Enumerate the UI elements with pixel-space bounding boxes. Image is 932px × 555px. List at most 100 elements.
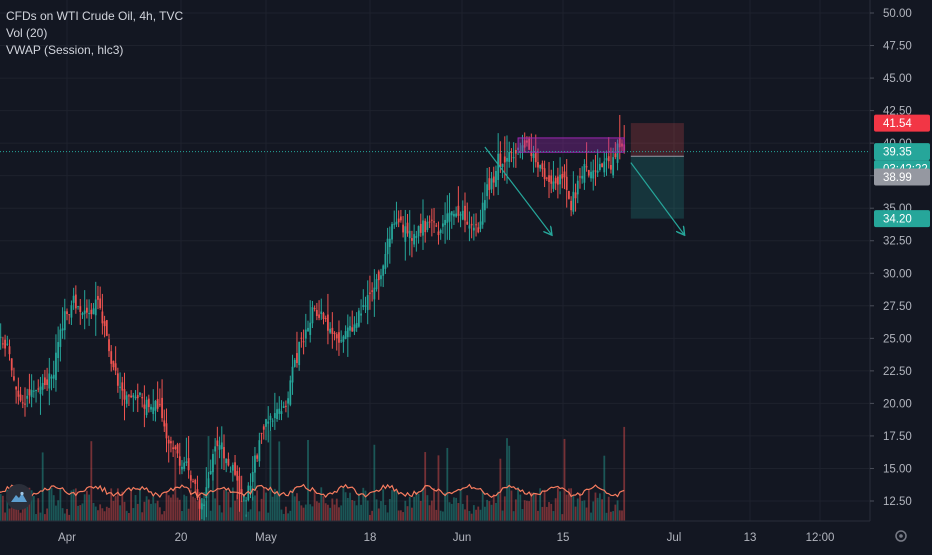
volume-bar — [565, 494, 568, 521]
volume-bar — [231, 487, 234, 521]
time-tick-label: 13 — [744, 532, 757, 544]
volume-bar — [594, 492, 597, 521]
candle-body — [340, 340, 343, 342]
volume-bar — [470, 513, 473, 521]
volume-bar — [240, 500, 243, 521]
volume-bar — [612, 511, 615, 521]
volume-bar — [37, 498, 40, 521]
candle-body — [183, 462, 186, 470]
candle-body — [534, 152, 537, 163]
volume-bar — [621, 510, 623, 521]
volume-bar — [475, 509, 477, 521]
take-profit-zone — [630, 156, 684, 219]
volume-bar — [92, 502, 95, 521]
candle-body — [35, 389, 37, 391]
candle-body — [8, 346, 11, 355]
volume-bar — [35, 514, 37, 521]
time-tick-label: May — [255, 532, 277, 544]
candle-body — [94, 299, 97, 316]
volume-bar — [408, 496, 411, 521]
settings-gear-icon[interactable] — [895, 530, 907, 542]
symbol-title[interactable]: CFDs on WTI Crude Oil, 4h, TVC — [6, 9, 184, 23]
volume-bar — [521, 509, 524, 521]
volume-bar — [72, 489, 75, 521]
vwap-indicator-label[interactable]: VWAP (Session, hlc3) — [6, 43, 124, 57]
candle-body — [59, 329, 62, 347]
target-price-label-background — [874, 210, 930, 228]
volume-bar — [0, 494, 2, 521]
candle-body — [37, 388, 40, 390]
volume-bar — [523, 500, 526, 521]
candle-body — [251, 472, 254, 482]
volume-bar — [77, 505, 79, 521]
candle-body — [32, 390, 35, 392]
time-tick-label: Jun — [453, 532, 472, 544]
candle-body — [121, 382, 124, 391]
volume-bar — [300, 505, 303, 521]
candle-body — [371, 290, 374, 292]
volume-bar — [223, 490, 225, 521]
candle-body — [147, 398, 150, 408]
candle-body — [532, 153, 535, 158]
candle-body — [592, 170, 595, 179]
candle-body — [324, 318, 327, 320]
volume-bar — [484, 506, 486, 521]
candle-body — [395, 221, 398, 225]
candle-body — [601, 163, 603, 167]
volume-bar — [581, 500, 584, 521]
volume-bar — [112, 500, 115, 521]
candle-body — [114, 363, 117, 371]
candle-body — [366, 295, 369, 311]
candle-body — [408, 230, 411, 239]
volume-indicator-label[interactable]: Vol (20) — [6, 26, 48, 40]
volume-bar — [249, 509, 252, 521]
candle-body — [346, 327, 349, 338]
candle-body — [543, 168, 546, 180]
time-tick-label: 20 — [175, 532, 188, 544]
candle-body — [618, 138, 621, 148]
candle-body — [108, 339, 110, 352]
candle-body — [70, 305, 73, 318]
volume-bar — [563, 438, 566, 521]
candle-body — [315, 310, 318, 317]
volume-bar — [194, 498, 197, 521]
candle-body — [526, 140, 528, 143]
candle-body — [554, 177, 557, 184]
candle-body — [203, 504, 205, 506]
volume-bar — [315, 501, 318, 521]
candle-body — [424, 220, 427, 233]
price-tick-label: 17.50 — [883, 431, 912, 443]
candle-body — [598, 164, 601, 171]
candle-body — [28, 389, 31, 396]
candle-body — [287, 398, 290, 404]
candle-body — [240, 489, 243, 493]
volume-bar — [618, 510, 621, 521]
candle-body — [79, 306, 82, 312]
candle-body — [227, 458, 230, 466]
candle-body — [192, 481, 194, 483]
volume-bar — [196, 501, 199, 521]
candle-body — [112, 360, 115, 368]
candle-body — [196, 489, 199, 499]
volume-bar — [579, 492, 581, 521]
volume-bar — [236, 494, 239, 521]
price-tick-label: 27.50 — [883, 301, 912, 313]
volume-bar — [455, 497, 458, 521]
volume-bar — [399, 510, 402, 521]
volume-bar — [479, 509, 482, 521]
candle-body — [333, 332, 336, 335]
candle-body — [254, 455, 256, 473]
volume-bar — [205, 500, 208, 521]
volume-bar — [130, 491, 133, 521]
tradingview-logo-icon[interactable] — [6, 484, 32, 510]
volume-bar — [220, 512, 223, 521]
volume-bar — [402, 512, 404, 521]
volume-bar — [596, 497, 599, 521]
candle-body — [417, 226, 420, 237]
volume-bar — [170, 497, 172, 521]
volume-bar — [353, 500, 356, 521]
candle-body — [298, 341, 301, 366]
volume-bar — [561, 514, 564, 521]
